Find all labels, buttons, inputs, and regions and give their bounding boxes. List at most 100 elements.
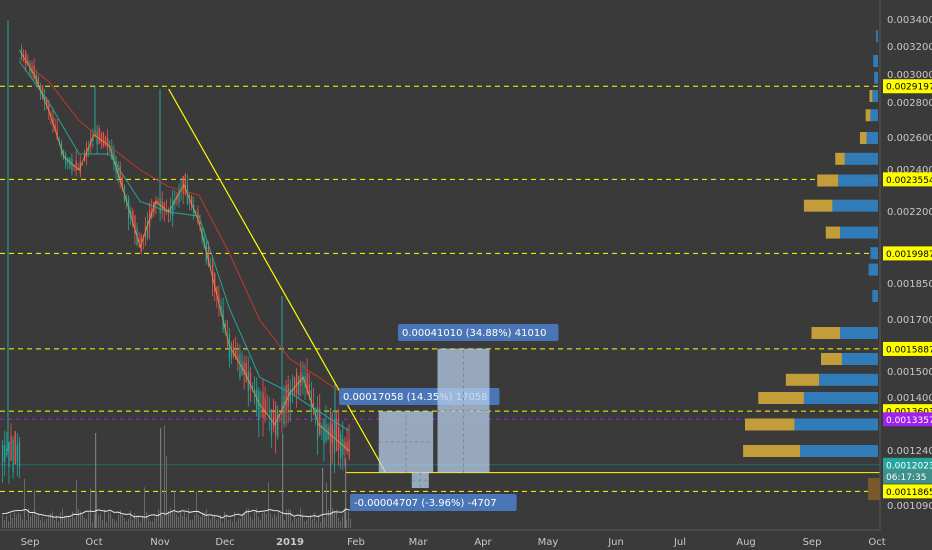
- volume-bar: [110, 512, 111, 528]
- volume-bar: [122, 515, 123, 528]
- price-level-label-bg: [883, 457, 932, 472]
- volume-bar: [26, 520, 27, 528]
- volume-bar: [218, 518, 219, 528]
- volume-bar: [82, 514, 83, 528]
- price-tick-label: 0.00340000: [887, 15, 932, 26]
- candle-body: [302, 375, 304, 383]
- volume-bar: [226, 514, 227, 528]
- volume-bar: [244, 513, 245, 528]
- profile-bar-down: [840, 226, 878, 239]
- candle-body: [6, 448, 8, 456]
- measure-boxes[interactable]: 0.00017058 (14.35%) 17058 0.00041010 (34.…: [339, 324, 559, 511]
- candle-body: [218, 295, 220, 304]
- candle-body: [279, 414, 281, 416]
- volume-bar: [58, 521, 59, 528]
- volume-bar: [178, 516, 179, 528]
- measure-label-bg: [398, 324, 559, 341]
- volume-bar: [206, 509, 207, 528]
- volume-bar: [290, 509, 291, 528]
- volume-bar: [318, 515, 319, 528]
- volume-bar: [136, 516, 137, 528]
- candle-body: [100, 133, 102, 143]
- candle-body: [289, 388, 291, 402]
- trendline: [168, 88, 387, 474]
- candle-body: [235, 351, 237, 359]
- volume-bar: [252, 519, 253, 528]
- volume-bar: [336, 509, 337, 528]
- candle-body: [249, 372, 252, 389]
- volume-bar: [150, 520, 151, 528]
- volume-bar: [30, 516, 31, 528]
- price-level-label: 0.00158872: [886, 345, 932, 355]
- volume-bar: [42, 517, 43, 528]
- volume-bar: [36, 515, 37, 528]
- price-tick-label: 0.00185000: [887, 279, 932, 290]
- volume-spike: [322, 468, 324, 528]
- time-axis[interactable]: Sep Oct Nov Dec 2019 Feb Mar Apr May Jun Jul Aug Sep…: [0, 529, 886, 548]
- profile-bar-down: [803, 392, 878, 404]
- profile-bar-up: [859, 132, 867, 144]
- volume-bar: [152, 520, 153, 528]
- volume-bar: [4, 520, 5, 528]
- volume-bar: [38, 514, 39, 528]
- profile-bar-up: [745, 418, 795, 431]
- profile-bar-up: [869, 90, 873, 102]
- price-tick-label: 0.00150000: [887, 367, 932, 378]
- volume-spike: [95, 433, 97, 528]
- volume-bars: [1, 408, 351, 528]
- candle-body: [329, 426, 331, 439]
- volume-bar: [342, 516, 343, 528]
- volume-bar: [278, 511, 279, 528]
- volume-bar: [44, 520, 45, 528]
- price-tick-label: 0.00300000: [887, 70, 932, 81]
- candle-body: [39, 85, 42, 93]
- profile-bar-low: [868, 478, 880, 500]
- candle-body: [226, 334, 228, 336]
- volume-bar: [18, 512, 19, 528]
- candle-body: [182, 176, 184, 194]
- profile-bar-down: [870, 109, 878, 122]
- price-tick-label: 0.00124000: [887, 446, 932, 457]
- candle-body: [233, 347, 235, 356]
- volume-bar: [128, 518, 129, 528]
- volume-bar: [272, 517, 273, 528]
- volume-bar: [138, 515, 139, 528]
- time-tick-label: Apr: [474, 537, 492, 548]
- candle-body: [245, 362, 247, 382]
- price-level-label-bg: [883, 172, 932, 187]
- volume-bar: [88, 512, 89, 528]
- volume-bar: [114, 519, 115, 528]
- profile-bar-down: [819, 373, 878, 386]
- profile-bar-up: [803, 199, 833, 212]
- profile-bar-down: [800, 445, 878, 457]
- price-tick-label: 0.00170000: [887, 315, 932, 326]
- candle-body: [197, 211, 199, 223]
- price-level-label-bg: [883, 484, 932, 499]
- candle-body: [167, 209, 170, 213]
- volume-bar: [340, 521, 341, 528]
- candle-body: [340, 434, 342, 458]
- candle-body: [98, 128, 100, 144]
- volume-bar: [52, 511, 53, 528]
- volume-bar: [208, 516, 209, 528]
- volume-bar: [284, 520, 285, 528]
- price-tick-label: 0.00140000: [887, 393, 932, 404]
- candle-body: [125, 197, 128, 202]
- volume-bar: [98, 515, 99, 528]
- volume-bar: [16, 515, 17, 528]
- candle-body: [4, 444, 6, 463]
- profile-bar-down: [832, 199, 878, 212]
- volume-bar: [312, 518, 313, 528]
- profile-bar-down: [838, 174, 878, 187]
- volume-bar: [102, 520, 103, 528]
- candle-body: [8, 442, 10, 468]
- volume-bar: [106, 521, 107, 528]
- price-level-label-bg: [883, 246, 932, 261]
- volume-bar: [296, 518, 297, 528]
- volume-bar: [302, 513, 303, 528]
- volume-bar: [314, 512, 315, 528]
- volume-bar: [240, 518, 241, 528]
- volume-bar: [34, 489, 35, 528]
